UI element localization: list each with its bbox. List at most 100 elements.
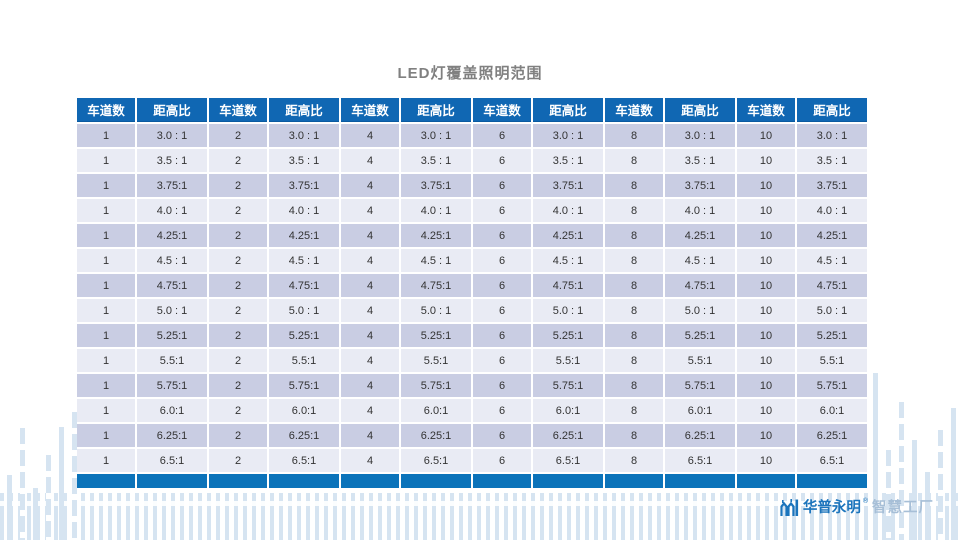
registered-mark: ® — [862, 498, 868, 505]
ratio-cell: 4.5 : 1 — [401, 249, 471, 272]
lane-count-cell: 6 — [473, 224, 531, 247]
lane-count-cell: 8 — [605, 449, 663, 472]
lane-count-cell: 8 — [605, 349, 663, 372]
ratio-cell: 5.25:1 — [401, 324, 471, 347]
lane-count-cell: 1 — [77, 124, 135, 147]
ratio-cell: 5.5:1 — [797, 349, 867, 372]
lane-count-cell: 1 — [77, 174, 135, 197]
lane-count-cell: 6 — [473, 174, 531, 197]
ratio-cell: 4.0 : 1 — [137, 199, 207, 222]
lane-count-cell: 10 — [737, 274, 795, 297]
ratio-cell: 5.25:1 — [269, 324, 339, 347]
table-body: 1 3.0 : 1 2 3.0 : 1 4 3.0 : 1 6 3.0 : 1 8 3.0 : 1… — [77, 124, 867, 472]
lane-count-cell: 8 — [605, 324, 663, 347]
ratio-cell: 6.0:1 — [401, 399, 471, 422]
bottom-bars-pattern — [0, 493, 960, 540]
ratio-cell: 4.0 : 1 — [401, 199, 471, 222]
ratio-cell: 3.75:1 — [797, 174, 867, 197]
ratio-cell: 3.5 : 1 — [137, 149, 207, 172]
lane-count-cell: 10 — [737, 174, 795, 197]
ratio-cell: 5.0 : 1 — [137, 299, 207, 322]
ratio-cell: 5.75:1 — [533, 374, 603, 397]
footer-bar-cell — [137, 474, 207, 488]
ratio-cell: 3.0 : 1 — [797, 124, 867, 147]
lane-count-cell: 2 — [209, 174, 267, 197]
table-row: 1 3.0 : 1 2 3.0 : 1 4 3.0 : 1 6 3.0 : 1 8 3.0 : 1… — [77, 124, 867, 147]
ratio-cell: 6.5:1 — [137, 449, 207, 472]
ratio-cell: 5.5:1 — [401, 349, 471, 372]
lane-count-cell: 4 — [341, 324, 399, 347]
lane-count-cell: 6 — [473, 349, 531, 372]
ratio-cell: 4.75:1 — [665, 274, 735, 297]
lane-count-cell: 4 — [341, 274, 399, 297]
ratio-cell: 4.0 : 1 — [533, 199, 603, 222]
ratio-cell: 5.0 : 1 — [269, 299, 339, 322]
lane-count-cell: 10 — [737, 349, 795, 372]
lane-count-cell: 4 — [341, 299, 399, 322]
ratio-cell: 6.0:1 — [665, 399, 735, 422]
lane-count-cell: 1 — [77, 274, 135, 297]
column-header: 距高比 — [533, 98, 603, 122]
lane-count-cell: 1 — [77, 449, 135, 472]
lane-count-cell: 4 — [341, 149, 399, 172]
lane-count-cell: 4 — [341, 399, 399, 422]
table-row: 1 4.75:1 2 4.75:1 4 4.75:1 6 4.75:1 8 4.75:1 10 4.7… — [77, 274, 867, 297]
table-row: 1 5.75:1 2 5.75:1 4 5.75:1 6 5.75:1 8 5.75:1 10 5.7… — [77, 374, 867, 397]
ratio-cell: 4.25:1 — [269, 224, 339, 247]
ratio-cell: 4.5 : 1 — [797, 249, 867, 272]
ratio-cell: 4.75:1 — [137, 274, 207, 297]
lane-count-cell: 10 — [737, 399, 795, 422]
ratio-cell: 6.25:1 — [797, 424, 867, 447]
lane-count-cell: 4 — [341, 224, 399, 247]
lane-count-cell: 1 — [77, 199, 135, 222]
table-row: 1 6.5:1 2 6.5:1 4 6.5:1 6 6.5:1 8 6.5:1 10 6.5:1 — [77, 449, 867, 472]
lane-count-cell: 1 — [77, 349, 135, 372]
right-bars-pattern — [873, 373, 956, 540]
ratio-cell: 6.25:1 — [269, 424, 339, 447]
lane-count-cell: 2 — [209, 224, 267, 247]
brand-name: 华普永明 — [802, 500, 861, 516]
footer-bar-cell — [473, 474, 531, 488]
ratio-cell: 6.25:1 — [401, 424, 471, 447]
ratio-cell: 4.5 : 1 — [533, 249, 603, 272]
lane-count-cell: 8 — [605, 124, 663, 147]
lane-count-cell: 10 — [737, 299, 795, 322]
ratio-cell: 3.75:1 — [137, 174, 207, 197]
table-row: 1 4.25:1 2 4.25:1 4 4.25:1 6 4.25:1 8 4.25:1 10 4.2… — [77, 224, 867, 247]
page-title: LED灯覆盖照明范围 — [397, 65, 543, 82]
footer-bar-cell — [737, 474, 795, 488]
ratio-cell: 4.25:1 — [137, 224, 207, 247]
ratio-cell: 5.0 : 1 — [401, 299, 471, 322]
lane-count-cell: 10 — [737, 374, 795, 397]
lane-count-cell: 2 — [209, 299, 267, 322]
footer-bar-cell — [797, 474, 867, 488]
left-bars-pattern — [7, 412, 77, 540]
lane-count-cell: 6 — [473, 449, 531, 472]
ratio-cell: 6.0:1 — [797, 399, 867, 422]
footer-bar-cell — [77, 474, 135, 488]
column-header: 距高比 — [137, 98, 207, 122]
lane-count-cell: 8 — [605, 224, 663, 247]
ratio-cell: 3.75:1 — [665, 174, 735, 197]
column-header: 车道数 — [77, 98, 135, 122]
ratio-cell: 6.0:1 — [137, 399, 207, 422]
table-row: 1 5.5:1 2 5.5:1 4 5.5:1 6 5.5:1 8 5.5:1 10 5.5:1 — [77, 349, 867, 372]
footer-bar-cell — [209, 474, 267, 488]
lane-count-cell: 10 — [737, 224, 795, 247]
table-row: 1 3.5 : 1 2 3.5 : 1 4 3.5 : 1 6 3.5 : 1 8 3.5 : 1… — [77, 149, 867, 172]
ratio-cell: 6.5:1 — [401, 449, 471, 472]
lane-count-cell: 4 — [341, 349, 399, 372]
lane-count-cell: 6 — [473, 249, 531, 272]
ratio-cell: 4.75:1 — [269, 274, 339, 297]
ratio-cell: 5.75:1 — [797, 374, 867, 397]
table-row: 1 5.0 : 1 2 5.0 : 1 4 5.0 : 1 6 5.0 : 1 8 5.0 : 1… — [77, 299, 867, 322]
ratio-cell: 4.5 : 1 — [665, 249, 735, 272]
lane-count-cell: 8 — [605, 174, 663, 197]
column-header: 距高比 — [665, 98, 735, 122]
lane-count-cell: 8 — [605, 424, 663, 447]
ratio-cell: 5.25:1 — [797, 324, 867, 347]
ratio-cell: 6.5:1 — [797, 449, 867, 472]
lane-count-cell: 6 — [473, 124, 531, 147]
ratio-cell: 5.25:1 — [137, 324, 207, 347]
lane-count-cell: 6 — [473, 424, 531, 447]
